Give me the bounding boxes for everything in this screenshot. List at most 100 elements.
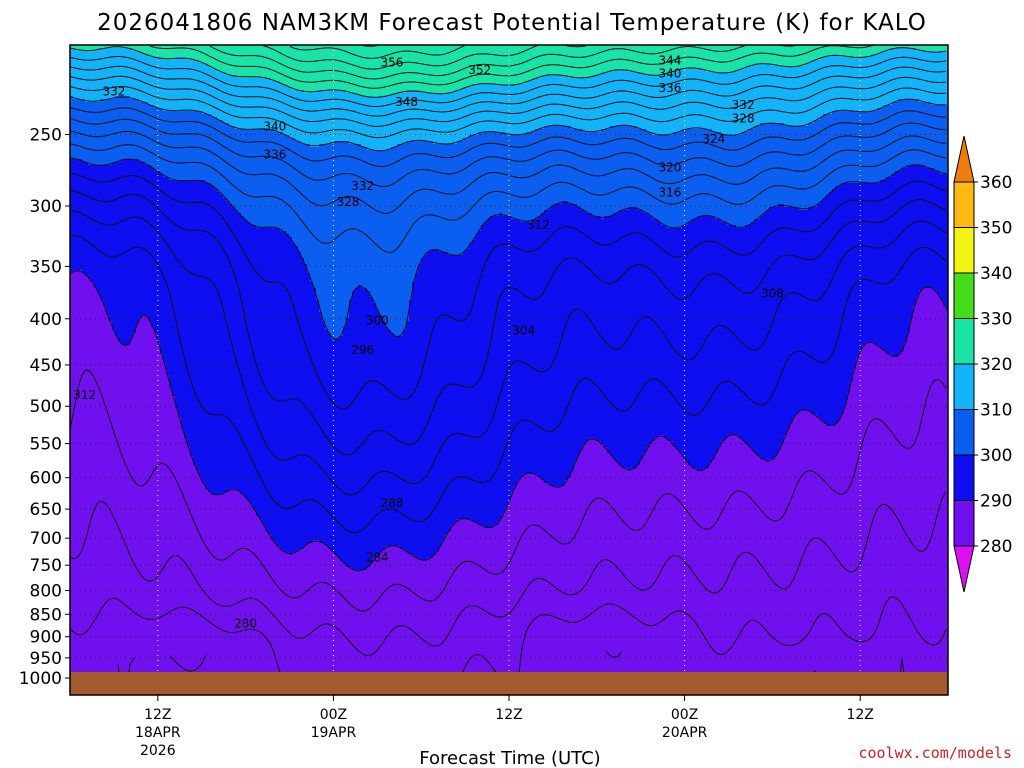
temperature-band-strip (571, 204, 575, 472)
temperature-band-strip (769, 63, 773, 124)
temperature-band-strip (523, 135, 527, 223)
temperature-band-strip (877, 108, 881, 184)
temperature-band-strip (316, 45, 320, 91)
temperature-band-strip (631, 207, 635, 469)
temperature-band-strip (796, 126, 800, 208)
temperature-band-strip (535, 129, 539, 220)
temperature-bands (70, 45, 948, 695)
temperature-band-strip (748, 66, 752, 130)
temperature-band-strip (358, 144, 362, 286)
temperature-band-strip (754, 219, 758, 454)
temperature-band-strip (784, 66, 788, 127)
temperature-band-strip (118, 48, 122, 97)
temperature-band-strip (418, 90, 422, 142)
temperature-band-strip (352, 570, 356, 695)
temperature-band-strip (787, 126, 791, 208)
temperature-band-strip (586, 213, 590, 442)
temperature-band-strip (799, 66, 803, 127)
temperature-band-strip (778, 450, 782, 695)
temperature-band-strip (175, 408, 179, 695)
temperature-band-strip (661, 45, 665, 76)
temperature-band-strip (343, 45, 347, 91)
temperature-band-strip (502, 216, 506, 514)
temperature-band-strip (436, 144, 440, 250)
temperature-band-strip (211, 495, 215, 695)
temperature-band-strip (400, 93, 404, 145)
temperature-band-strip (370, 45, 374, 97)
temperature-band-strip (496, 525, 500, 695)
temperature-band-strip (772, 123, 776, 208)
temperature-band-strip (394, 147, 398, 337)
temperature-band-strip (733, 225, 737, 436)
pressure-tick-label: 950 (30, 649, 62, 669)
temperature-band-strip (406, 552, 410, 695)
temperature-band-strip (604, 45, 608, 73)
temperature-band-strip (193, 45, 197, 61)
temperature-band-strip (274, 81, 278, 133)
temperature-band-strip (259, 78, 263, 130)
temperature-band-strip (481, 132, 485, 226)
temperature-band-strip (715, 45, 719, 73)
temperature-band-strip (757, 63, 761, 127)
temperature-band-strip (73, 270, 77, 695)
temperature-band-strip (250, 78, 254, 130)
temperature-band-strip (697, 216, 701, 472)
temperature-band-strip (703, 45, 707, 70)
temperature-band-strip (622, 468, 626, 695)
temperature-band-strip (397, 144, 401, 337)
temperature-band-strip (307, 543, 311, 695)
temperature-band-strip (610, 72, 614, 127)
temperature-band-strip (319, 543, 323, 695)
temperature-band-strip (550, 45, 554, 76)
temperature-band-strip (946, 312, 948, 695)
temperature-band-strip (268, 228, 272, 535)
temperature-band-strip (106, 48, 110, 100)
temperature-band-strip (130, 339, 134, 695)
temperature-band-strip (502, 513, 506, 695)
temperature-band-strip (868, 111, 872, 184)
temperature-band-strip (109, 165, 113, 322)
temperature-band-strip (454, 255, 458, 523)
temperature-band-strip (175, 180, 179, 409)
temperature-band-strip (910, 165, 914, 319)
temperature-band-strip (274, 45, 278, 82)
temperature-band-strip (577, 207, 581, 457)
temperature-band-strip (367, 291, 371, 568)
temperature-band-strip (106, 165, 110, 316)
time-tick-label: 12Z (846, 707, 873, 723)
colorbar-segment (953, 454, 975, 501)
contour-label: 332 (102, 84, 125, 98)
temperature-band-strip (544, 483, 548, 695)
temperature-band-strip (832, 189, 836, 427)
temperature-band-strip (604, 216, 608, 448)
temperature-band-strip (418, 264, 422, 559)
temperature-band-strip (463, 45, 467, 88)
temperature-band-strip (226, 492, 230, 695)
temperature-band-strip (178, 111, 182, 181)
temperature-band-strip (565, 201, 569, 481)
temperature-band-strip (160, 45, 164, 58)
pressure-tick-label: 900 (30, 628, 62, 648)
temperature-band-strip (766, 45, 770, 64)
colorbar-segment (953, 363, 975, 410)
temperature-band-strip (415, 273, 419, 559)
temperature-band-strip (409, 141, 413, 301)
temperature-band-strip (529, 81, 533, 133)
temperature-band-strip (865, 57, 869, 112)
temperature-band-strip (97, 45, 101, 49)
temperature-band-strip (775, 456, 779, 695)
temperature-band-strip (136, 324, 140, 695)
temperature-band-strip (910, 48, 914, 100)
temperature-band-strip (73, 45, 77, 49)
temperature-band-strip (202, 114, 206, 181)
temperature-band-strip (811, 207, 815, 415)
temperature-band-strip (286, 135, 290, 235)
temperature-band-strip (523, 474, 527, 695)
temperature-band-strip (139, 102, 143, 163)
temperature-band-strip (229, 489, 233, 695)
temperature-band-strip (247, 222, 251, 502)
temperature-band-strip (142, 102, 146, 163)
temperature-band-strip (388, 546, 392, 695)
temperature-band-strip (262, 525, 266, 695)
temperature-band-strip (685, 129, 689, 226)
